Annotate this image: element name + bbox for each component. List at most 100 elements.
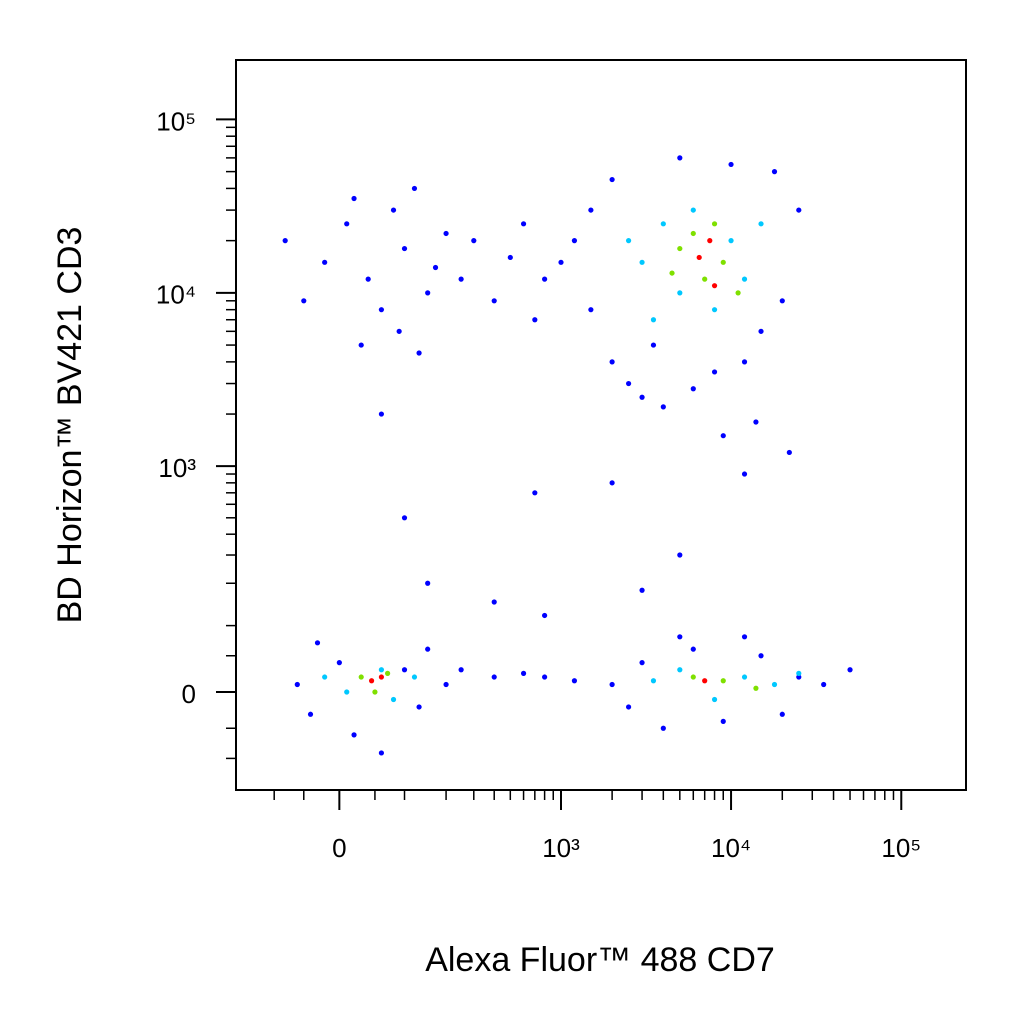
data-point (322, 674, 328, 680)
data-point (677, 667, 683, 673)
data-point (609, 480, 615, 486)
data-point (358, 674, 364, 680)
data-point (660, 221, 666, 227)
data-point (294, 681, 300, 688)
data-point (378, 750, 385, 756)
data-point (625, 380, 632, 387)
data-point (542, 674, 548, 680)
data-point (741, 359, 748, 365)
data-point (396, 328, 402, 334)
data-point (771, 169, 778, 175)
data-point (696, 254, 702, 261)
data-point (690, 230, 696, 237)
data-point (491, 298, 497, 304)
data-point (677, 552, 683, 558)
data-point (625, 704, 632, 710)
data-point (758, 221, 764, 227)
data-point (728, 161, 734, 168)
data-point (625, 238, 632, 244)
data-point (351, 195, 357, 202)
data-point (690, 386, 696, 392)
data-point (491, 674, 497, 680)
data-point (771, 681, 778, 688)
data-point (378, 674, 385, 680)
data-point (720, 718, 726, 724)
data-point (425, 646, 431, 652)
data-point (660, 404, 666, 410)
data-point (609, 176, 615, 183)
data-point (720, 259, 726, 265)
data-point (639, 259, 645, 265)
data-point (520, 221, 527, 227)
data-point (344, 221, 350, 227)
data-point (365, 276, 371, 282)
data-point (711, 221, 718, 227)
data-point (690, 674, 696, 680)
data-point (741, 634, 748, 640)
data-point (322, 259, 328, 265)
data-point (401, 245, 408, 252)
data-point (639, 660, 645, 666)
data-point (741, 471, 748, 477)
data-point (378, 307, 385, 313)
data-point (702, 276, 708, 282)
data-point (416, 350, 422, 356)
data-point (847, 667, 853, 673)
data-point (609, 359, 615, 365)
data-point (301, 298, 307, 304)
data-point (690, 646, 696, 652)
data-point (368, 678, 375, 684)
data-point (443, 681, 449, 688)
data-point (571, 678, 578, 684)
data-point (720, 678, 726, 684)
x-axis-title: Alexa Fluor™ 488 CD7 (425, 941, 775, 979)
y-tick-label: 10³ (158, 453, 196, 483)
data-point (669, 270, 675, 276)
data-point (307, 711, 314, 717)
data-point (650, 317, 657, 323)
data-point (821, 681, 827, 688)
data-point (707, 238, 713, 244)
data-point (588, 207, 594, 213)
data-point (677, 245, 683, 252)
x-tick-label: 10⁵ (881, 833, 921, 863)
data-point (432, 264, 439, 271)
data-point (425, 290, 431, 296)
data-point (336, 660, 342, 666)
data-point (639, 394, 645, 400)
data-point (711, 307, 718, 313)
data-point (491, 599, 497, 605)
data-point (711, 283, 718, 289)
data-point (314, 640, 321, 646)
data-point (378, 411, 385, 417)
data-point (385, 670, 391, 676)
data-point (796, 207, 802, 213)
data-point (796, 670, 802, 676)
data-point (351, 732, 357, 738)
data-point (677, 290, 683, 296)
data-point (702, 678, 708, 684)
data-point (711, 696, 718, 703)
data-point (779, 711, 785, 717)
data-point (758, 328, 764, 334)
data-point (542, 612, 548, 619)
data-point (720, 433, 726, 439)
data-point (507, 254, 513, 261)
data-point (520, 670, 527, 676)
data-point (639, 587, 645, 593)
data-point (282, 238, 288, 244)
data-point (372, 689, 378, 695)
data-point (401, 515, 408, 521)
data-point (532, 490, 538, 496)
data-point (401, 667, 408, 673)
y-tick-label: 0 (182, 679, 196, 709)
data-point (425, 580, 431, 586)
data-point (378, 667, 385, 673)
data-point (588, 307, 594, 313)
data-point (571, 238, 578, 244)
x-tick-label: 10³ (542, 833, 580, 863)
data-point (728, 238, 734, 244)
data-point (758, 653, 764, 659)
y-tick-label: 10⁴ (156, 280, 196, 310)
data-point (735, 290, 741, 296)
